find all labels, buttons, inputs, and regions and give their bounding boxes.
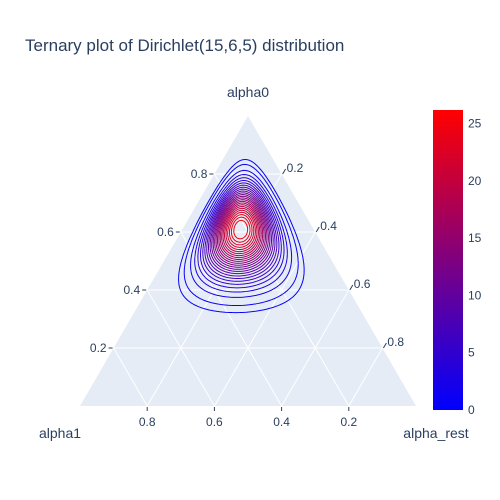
axis-title-alpha-rest: alpha_rest <box>403 425 468 441</box>
colorbar-gradient <box>433 110 463 410</box>
colorbar-tick-label: 0 <box>468 403 475 417</box>
tick-label-alpha-rest: 0.2 <box>287 161 304 175</box>
tick-label-alpha-rest: 0.8 <box>387 335 404 349</box>
contour-line <box>206 186 276 277</box>
tick-label-alpha0: 0.8 <box>191 167 208 181</box>
contour-line <box>207 188 274 275</box>
contour-line <box>224 207 258 253</box>
axis-title-alpha1: alpha1 <box>39 425 81 441</box>
tick-label-alpha1: 0.4 <box>273 415 290 429</box>
contour-line <box>219 202 262 259</box>
contour-line <box>225 209 256 251</box>
tick-mark <box>382 342 387 349</box>
tick-label-alpha1: 0.2 <box>340 415 357 429</box>
contour-line <box>197 177 285 289</box>
colorbar: 0 5 10 15 20 25 <box>433 110 482 417</box>
axis-ticks: 0.2 0.4 0.6 0.8 0.8 0.6 0.4 0.2 0.2 0.4 0.6 0.8 <box>90 161 404 429</box>
ternary-area <box>80 116 416 407</box>
axis-title-alpha0: alpha0 <box>227 84 269 100</box>
contour-line <box>222 205 259 255</box>
contour-line <box>202 182 280 282</box>
contour-line <box>228 214 253 246</box>
tick-label-alpha0: 0.4 <box>124 283 141 297</box>
tick-label-alpha0: 0.2 <box>90 341 107 355</box>
contour-line <box>221 204 261 257</box>
ternary-background <box>80 116 416 406</box>
contour-line <box>215 197 266 264</box>
contour-line <box>227 211 255 248</box>
tick-mark <box>349 284 354 291</box>
grid-line-alpha1 <box>113 347 148 407</box>
contour-line <box>194 173 288 293</box>
contour-line <box>200 179 282 285</box>
contour-line <box>212 194 269 268</box>
colorbar-tick-label: 5 <box>468 346 475 360</box>
tick-label-alpha0: 0.6 <box>157 225 174 239</box>
contour-lines <box>178 158 305 314</box>
tick-mark <box>282 168 287 175</box>
colorbar-ticks: 0 5 10 15 20 25 <box>468 117 482 417</box>
grid-line-alpha-rest <box>281 289 350 407</box>
colorbar-tick-label: 10 <box>468 288 482 302</box>
contour-line <box>218 200 264 260</box>
tick-label-alpha1: 0.8 <box>139 415 156 429</box>
colorbar-tick-label: 25 <box>468 117 482 131</box>
contour-line <box>214 195 268 266</box>
tick-label-alpha-rest: 0.4 <box>320 219 337 233</box>
contour-line <box>190 169 293 298</box>
contour-line <box>211 192 271 270</box>
contour-line <box>216 199 265 262</box>
chart-title: Ternary plot of Dirichlet(15,6,5) distri… <box>25 36 344 55</box>
tick-label-alpha-rest: 0.6 <box>354 277 371 291</box>
tick-mark <box>315 226 320 233</box>
contour-line <box>183 163 299 307</box>
contour-line <box>178 158 305 314</box>
contour-line <box>209 190 273 272</box>
colorbar-tick-label: 15 <box>468 231 482 245</box>
tick-label-alpha1: 0.6 <box>206 415 223 429</box>
contour-line <box>230 216 251 243</box>
contour-line <box>233 219 249 240</box>
grid-line-alpha1 <box>146 289 215 407</box>
colorbar-tick-label: 20 <box>468 174 482 188</box>
contour-line <box>204 184 278 280</box>
grid-line-alpha-rest <box>348 347 383 407</box>
